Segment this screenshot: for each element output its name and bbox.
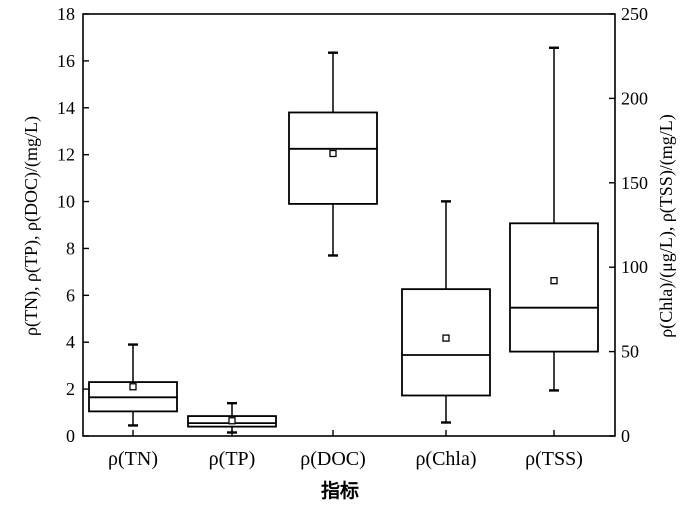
x-axis: ρ(TN) ρ(TP) ρ(DOC) ρ(Chla) ρ(TSS) xyxy=(108,430,583,470)
mean-marker xyxy=(329,149,337,158)
box-4 xyxy=(401,200,491,424)
right-tick-label: 200 xyxy=(621,88,648,108)
iqr-box xyxy=(288,111,378,205)
mean-marker xyxy=(129,383,137,391)
left-tick-label: 6 xyxy=(66,285,75,305)
box-5 xyxy=(509,46,599,392)
mean-marker xyxy=(442,334,450,342)
left-tick-label: 16 xyxy=(57,51,75,71)
left-tick-label: 18 xyxy=(57,4,75,24)
right-tick-label: 50 xyxy=(621,342,639,362)
x-axis-title: 指标 xyxy=(321,480,359,502)
x-tick-label: ρ(TP) xyxy=(209,448,256,470)
x-tick-label: ρ(TSS) xyxy=(525,448,583,470)
left-tick-label: 0 xyxy=(66,426,75,446)
right-tick-label: 100 xyxy=(621,257,648,277)
left-tick-label: 12 xyxy=(57,145,75,165)
plot-frame xyxy=(82,13,616,437)
left-tick-label: 2 xyxy=(66,379,75,399)
left-axis-title: ρ(TN), ρ(TP), ρ(DOC)/(mg/L) xyxy=(21,116,42,336)
left-tick-label: 4 xyxy=(66,332,75,352)
right-tick-label: 0 xyxy=(621,426,630,446)
right-y-axis: 0 50 100 150 200 250 xyxy=(609,4,648,446)
left-tick-label: 10 xyxy=(57,192,75,212)
iqr-box xyxy=(509,222,599,353)
left-tick-label: 14 xyxy=(57,98,75,118)
left-tick-label: 8 xyxy=(66,238,75,258)
box-3 xyxy=(288,51,378,257)
x-tick-label: ρ(DOC) xyxy=(300,448,366,470)
mean-marker xyxy=(550,277,558,285)
right-axis-title: ρ(Chla)/(μg/L), ρ(TSS)/(mg/L) xyxy=(656,114,677,338)
x-tick-label: ρ(Chla) xyxy=(415,448,476,470)
mean-marker xyxy=(228,417,236,425)
right-tick-label: 250 xyxy=(621,4,648,24)
x-tick-label: ρ(TN) xyxy=(108,448,158,470)
box-2 xyxy=(187,401,277,434)
left-y-axis: 0 2 4 6 8 10 12 14 16 18 xyxy=(57,4,89,446)
box-1 xyxy=(88,343,178,427)
right-tick-label: 150 xyxy=(621,173,648,193)
box-series xyxy=(88,46,599,434)
iqr-box xyxy=(401,288,491,397)
